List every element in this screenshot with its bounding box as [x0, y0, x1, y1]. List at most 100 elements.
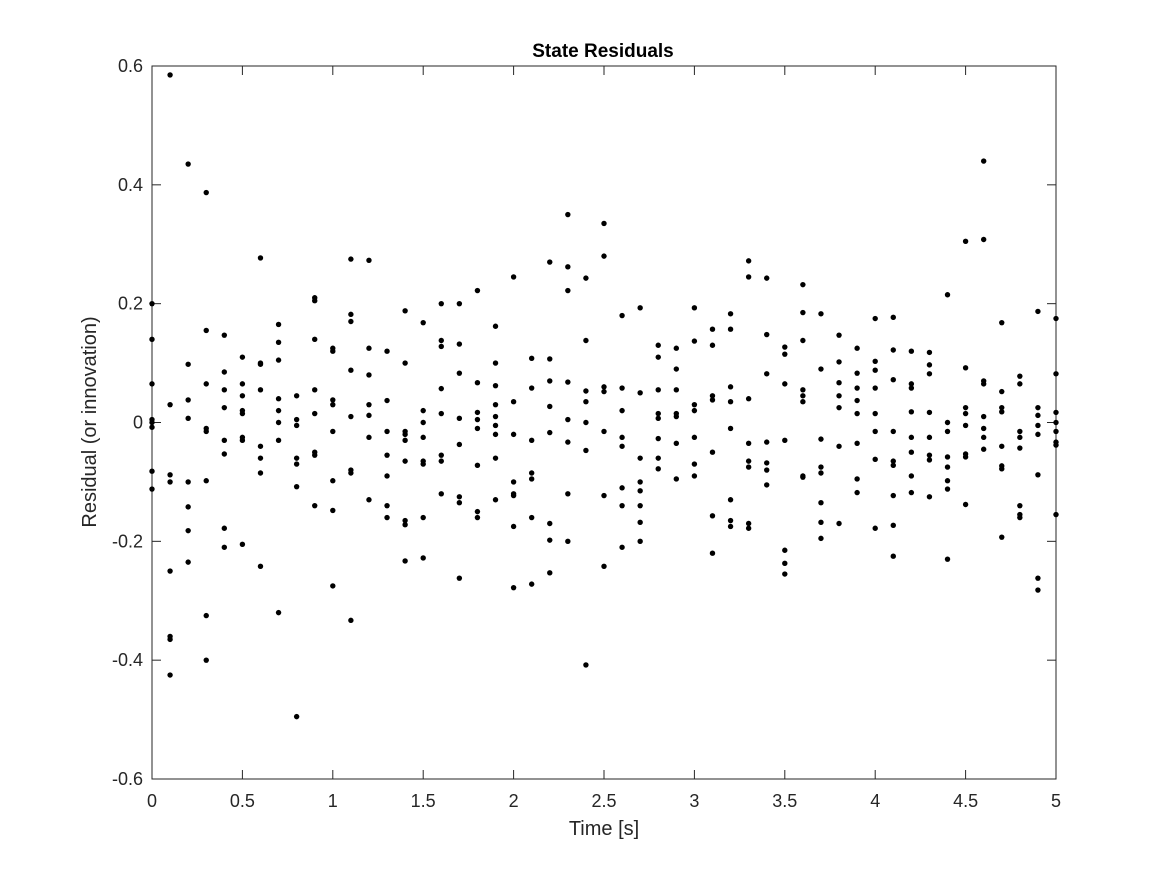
data-point [854, 489, 860, 496]
data-point [962, 404, 969, 411]
data-point [492, 401, 499, 408]
data-point [962, 422, 969, 429]
data-point [456, 500, 463, 506]
data-point [456, 300, 463, 307]
data-point [330, 507, 336, 514]
data-point [492, 323, 499, 329]
data-point [312, 387, 318, 393]
data-point [348, 617, 354, 624]
data-point [456, 370, 463, 376]
y-tick-label: 0.4 [118, 175, 143, 195]
data-point [908, 381, 915, 387]
data-point [800, 337, 806, 344]
data-point [890, 462, 896, 468]
data-point [167, 472, 173, 478]
data-point [474, 287, 481, 294]
data-point [673, 440, 680, 446]
data-point [185, 361, 191, 367]
data-point [510, 274, 517, 280]
data-point [402, 521, 408, 528]
data-point [474, 416, 481, 423]
data-point [402, 558, 408, 564]
data-point [167, 672, 173, 678]
data-point [167, 72, 173, 78]
data-point [149, 419, 155, 426]
data-point [330, 478, 336, 484]
data-point [890, 553, 896, 559]
data-point [818, 500, 824, 506]
data-point [908, 409, 915, 415]
data-point [709, 397, 716, 403]
data-point [962, 454, 969, 460]
data-point [492, 431, 499, 438]
data-point [908, 434, 915, 441]
data-point [890, 428, 896, 435]
data-point [474, 425, 481, 432]
data-point [872, 410, 878, 417]
data-point [330, 348, 336, 354]
data-point [420, 419, 426, 426]
data-point [655, 410, 661, 417]
data-point [890, 377, 896, 383]
y-axis-label: Residual (or innovation) [79, 316, 101, 527]
data-point [438, 491, 444, 497]
data-point [1035, 422, 1041, 429]
y-tick-label: 0.2 [118, 294, 143, 314]
data-point [239, 381, 246, 387]
data-point [655, 455, 661, 461]
chart-title: State Residuals [532, 41, 674, 62]
data-point [872, 456, 878, 463]
data-point [872, 358, 878, 365]
data-point [637, 455, 643, 461]
data-point [547, 570, 553, 576]
data-point [745, 258, 752, 264]
data-point [818, 464, 824, 470]
data-point [999, 388, 1005, 395]
data-point [745, 525, 752, 531]
data-point [836, 332, 842, 338]
data-point [583, 388, 589, 394]
data-point [583, 275, 589, 281]
data-point [312, 452, 318, 458]
data-point [818, 311, 824, 317]
data-point [926, 362, 933, 368]
data-point [782, 560, 788, 567]
data-point [709, 393, 716, 399]
data-point [980, 434, 987, 441]
data-point [293, 713, 300, 720]
data-point [836, 404, 842, 411]
data-point [619, 485, 625, 491]
data-point [1017, 502, 1023, 509]
data-point [655, 342, 661, 348]
data-point [402, 458, 408, 464]
data-point [908, 489, 915, 496]
y-tick-label: 0.6 [118, 56, 143, 76]
data-point [547, 520, 553, 527]
data-point [854, 440, 860, 446]
data-point [999, 319, 1005, 326]
data-point [456, 341, 463, 347]
data-point [275, 357, 282, 363]
data-point [239, 393, 246, 399]
data-point [637, 479, 643, 485]
data-point [691, 305, 698, 311]
data-point [293, 416, 300, 423]
data-point [239, 354, 246, 360]
data-point [474, 462, 481, 468]
data-point [547, 259, 553, 265]
data-point [221, 451, 228, 457]
data-point [149, 336, 155, 343]
data-point [854, 476, 860, 482]
data-point [348, 318, 354, 325]
data-point [764, 460, 770, 466]
data-point [1053, 419, 1059, 426]
data-point [980, 446, 987, 452]
data-point [727, 311, 734, 317]
data-point [384, 502, 390, 509]
data-point [926, 434, 933, 441]
data-point [619, 434, 625, 441]
data-point [944, 464, 951, 470]
x-tick-label: 2 [509, 791, 519, 811]
data-point [1035, 308, 1041, 315]
data-point [474, 508, 481, 515]
